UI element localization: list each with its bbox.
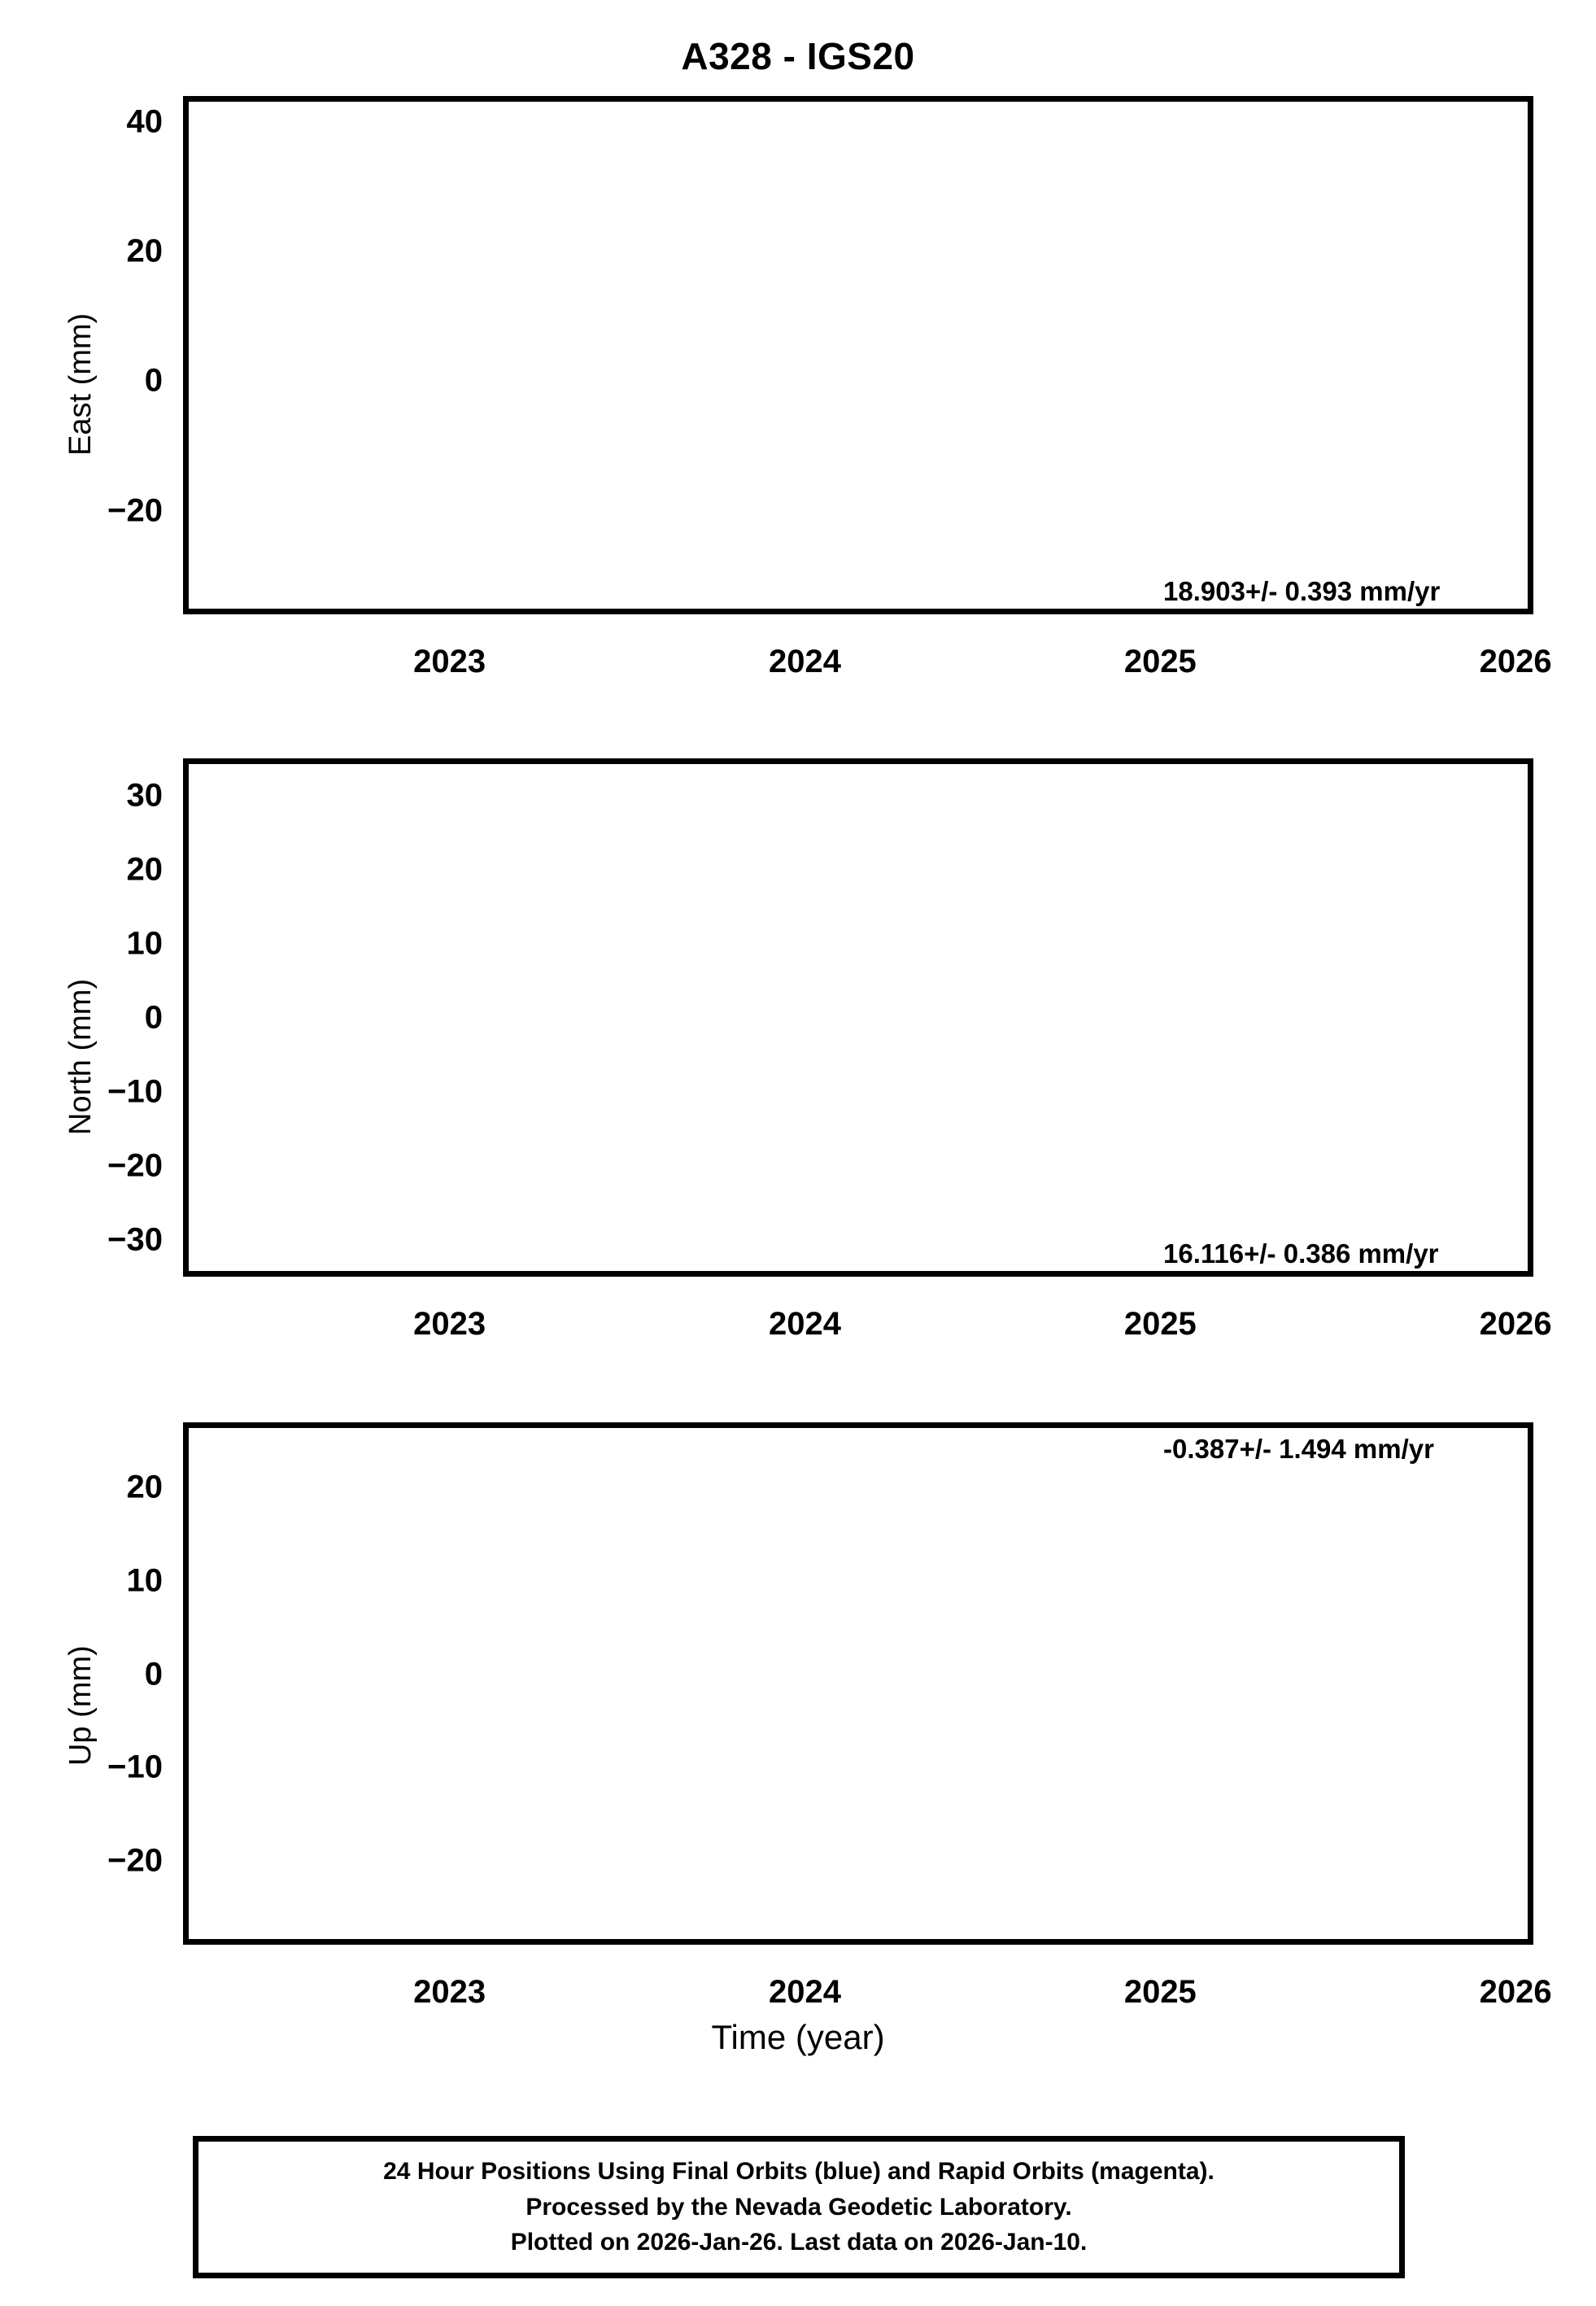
x-tick-label: 2026: [1479, 1306, 1552, 1342]
x-tick-label: 2024: [768, 1306, 841, 1342]
rate-annotation-north: 16.116+/- 0.386 mm/yr: [1163, 1238, 1439, 1269]
x-tick-label: 2025: [1123, 1974, 1197, 2010]
y-tick-label: −20: [107, 1842, 163, 1879]
page-title: A328 - IGS20: [681, 35, 915, 77]
y-tick-label: 0: [144, 999, 163, 1035]
x-tick-label: 2024: [768, 644, 841, 679]
x-tick-label: 2024: [768, 1974, 841, 2010]
plot-frame-up: [183, 1422, 1533, 1945]
y-tick-label: 20: [126, 233, 164, 269]
y-tick-label: −20: [107, 1147, 163, 1183]
y-tick-label: −20: [107, 492, 163, 529]
plot-frame-north: [183, 758, 1533, 1277]
footer-line-2: Processed by the Nevada Geodetic Laborat…: [525, 2193, 1072, 2221]
footer-line-3: Plotted on 2026-Jan-26. Last data on 202…: [510, 2229, 1088, 2256]
x-tick-label: 2026: [1479, 644, 1552, 679]
x-tick-label: 2026: [1479, 1974, 1552, 2010]
y-tick-label: 40: [126, 103, 164, 140]
y-tick-label: 20: [126, 851, 164, 887]
x-tick-label: 2023: [413, 1974, 486, 2010]
y-tick-label: −10: [107, 1073, 163, 1109]
y-tick-label: 0: [144, 362, 163, 399]
footer-caption-box: 24 Hour Positions Using Final Orbits (bl…: [193, 2136, 1405, 2278]
y-tick-label: −30: [107, 1221, 163, 1257]
rate-annotation-up: -0.387+/- 1.494 mm/yr: [1163, 1434, 1434, 1464]
rate-annotation-east: 18.903+/- 0.393 mm/yr: [1163, 576, 1441, 606]
y-tick-label: −10: [107, 1749, 163, 1785]
footer-line-1: 24 Hour Positions Using Final Orbits (bl…: [383, 2158, 1214, 2186]
y-tick-label: 0: [144, 1656, 163, 1692]
y-tick-label: 20: [126, 1469, 164, 1505]
y-tick-label: 30: [126, 777, 164, 813]
y-tick-label: 10: [126, 1562, 164, 1599]
x-tick-label: 2025: [1123, 644, 1197, 679]
panel-east: [183, 96, 1533, 614]
plot-frame-east: [183, 96, 1533, 614]
panel-up: [183, 1422, 1533, 1945]
y-tick-label: 10: [126, 925, 164, 961]
x-tick-label: 2023: [413, 1306, 486, 1342]
x-axis-label: Time (year): [711, 2018, 885, 2056]
panel-north: [183, 758, 1533, 1277]
x-tick-label: 2025: [1123, 1306, 1197, 1342]
x-tick-label: 2023: [413, 644, 486, 679]
